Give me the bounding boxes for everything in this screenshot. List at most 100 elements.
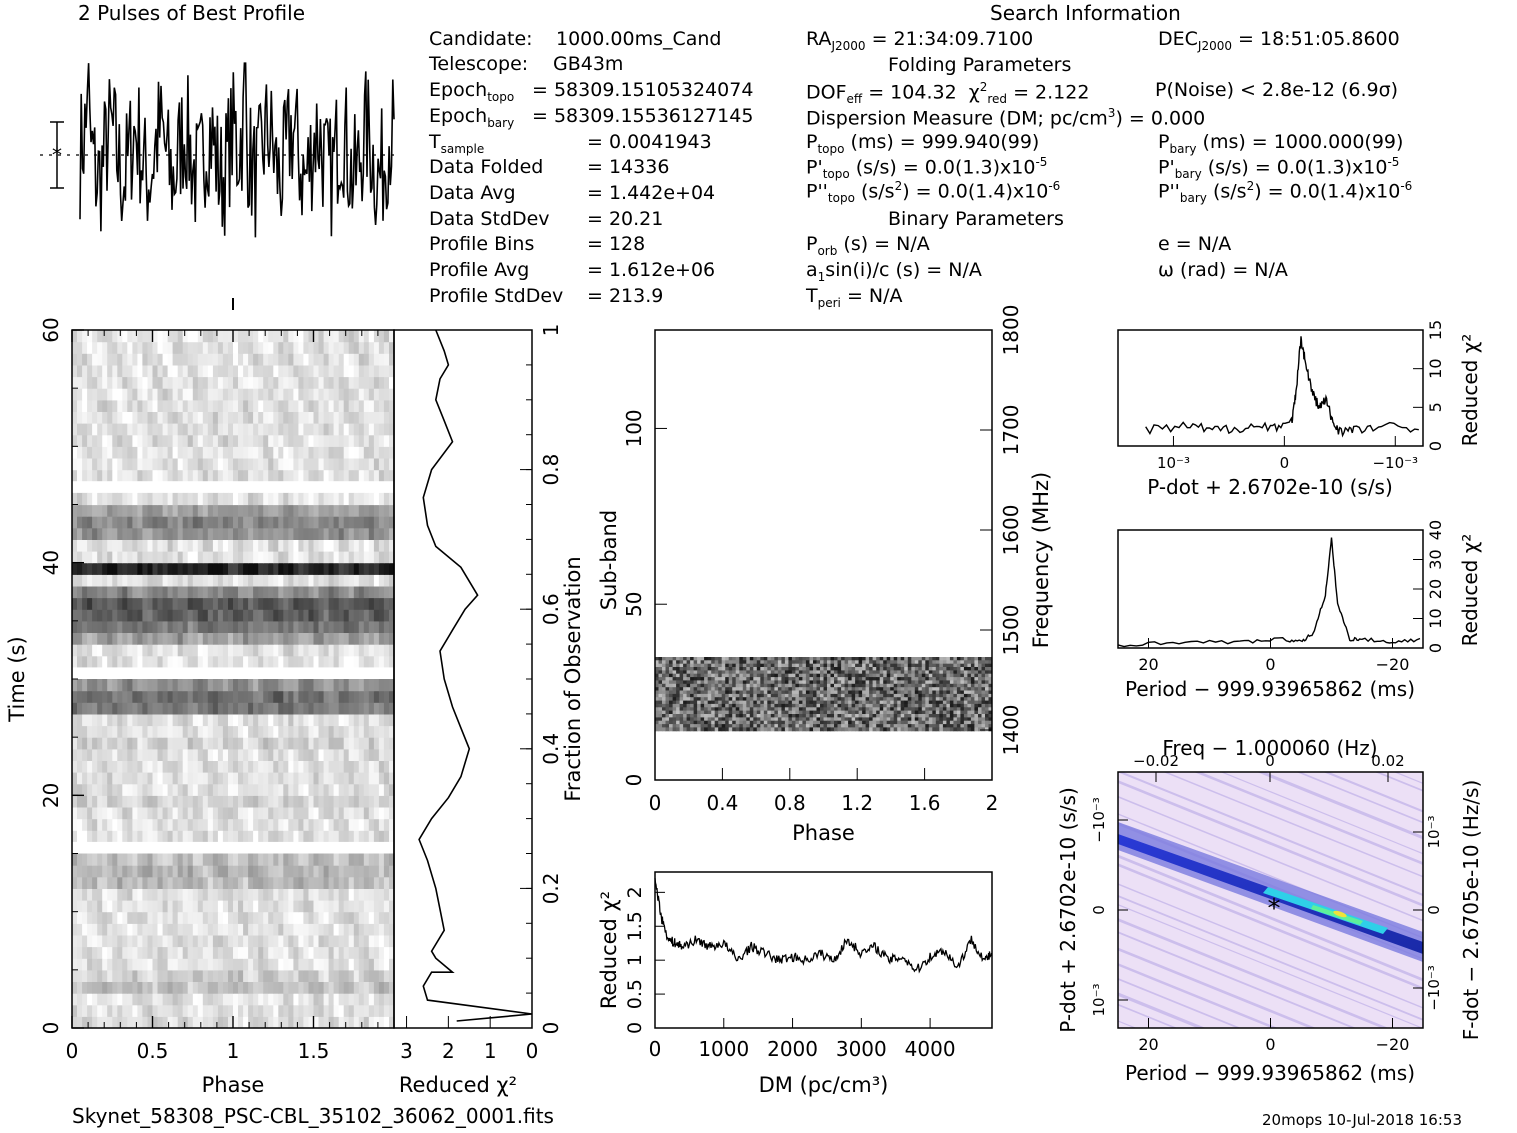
time-phase-cell [102, 772, 108, 785]
time-phase-cell [177, 539, 184, 552]
time-phase-cell [132, 434, 138, 447]
time-phase-cell [288, 876, 294, 889]
subband-cell [784, 690, 789, 695]
time-phase-cell [303, 748, 309, 761]
subband-cell [823, 660, 828, 665]
time-phase-cell [373, 388, 380, 401]
time-phase-cell [378, 783, 385, 796]
subband-cell [746, 657, 751, 661]
time-phase-cell [313, 423, 320, 436]
time-phase-cell [147, 551, 154, 564]
time-phase-cell [177, 353, 184, 366]
subband-cell [784, 680, 789, 685]
time-phase-cell [97, 527, 103, 540]
time-phase-cell [82, 469, 88, 482]
time-phase-cell [268, 679, 274, 692]
time-phase-cell [358, 423, 365, 436]
subband-cell [672, 683, 677, 688]
subband-cell [841, 680, 846, 685]
time-phase-cell [112, 748, 118, 761]
time-phase-cell [333, 993, 340, 1006]
time-phase-cell [343, 411, 350, 424]
subband-cell [904, 673, 909, 678]
time-phase-cell [383, 469, 390, 482]
time-phase-cell [77, 492, 83, 506]
time-phase-cell [72, 737, 78, 750]
time-phase-cell [172, 1016, 179, 1029]
time-phase-cell [127, 795, 133, 808]
time-phase-cell [258, 399, 264, 412]
time-phase-cell [238, 620, 244, 633]
time-phase-cell [348, 609, 355, 622]
time-phase-cell [348, 783, 355, 796]
time-phase-cell [268, 516, 274, 529]
time-phase-cell [152, 411, 159, 424]
time-phase-cell [107, 807, 113, 820]
time-phase-cell [217, 818, 224, 831]
subband-cell [728, 677, 733, 681]
time-phase-cell [182, 341, 189, 354]
subband-cell [777, 657, 782, 661]
time-phase-cell [228, 376, 234, 389]
subband-cell [672, 690, 677, 695]
time-phase-cell [157, 632, 164, 645]
time-phase-cell [177, 760, 184, 773]
time-phase-cell [273, 760, 279, 773]
subband-cell [872, 673, 877, 678]
subband-cell [770, 663, 775, 668]
subband-cell [791, 663, 796, 668]
time-phase-cell [147, 911, 154, 924]
time-phase-cell [353, 690, 360, 703]
subband-cell [834, 677, 838, 681]
time-phase-cell [92, 783, 98, 796]
time-phase-cell [308, 562, 315, 575]
time-phase-cell [72, 923, 78, 936]
subband-cell [865, 697, 870, 702]
time-phase-cell [127, 551, 133, 564]
time-phase-cell [238, 946, 244, 959]
time-phase-cell [323, 539, 330, 552]
time-phase-cell [333, 353, 340, 366]
subband-cell [900, 693, 905, 698]
time-phase-cell [92, 934, 98, 948]
time-phase-cell [102, 946, 108, 959]
time-phase-cell [328, 376, 335, 389]
time-phase-cell [192, 399, 199, 412]
subband-cell [735, 673, 740, 678]
time-phase-cell [288, 411, 294, 424]
time-phase-cell [82, 958, 88, 971]
time-phase-cell [137, 353, 143, 366]
time-phase-cell [338, 737, 345, 750]
time-phase-cell [87, 853, 93, 866]
time-phase-cell [147, 981, 154, 994]
time-phase-cell [82, 1016, 88, 1029]
time-phase-cell [283, 364, 289, 378]
time-phase-cell [72, 783, 78, 796]
time-phase-cell [177, 690, 184, 703]
time-phase-cell [353, 609, 360, 622]
time-phase-cell [167, 981, 174, 994]
time-phase-cell [187, 434, 194, 447]
time-phase-cell [389, 516, 395, 529]
time-phase-cell [268, 399, 274, 412]
subband-cell [858, 687, 863, 692]
time-phase-cell [177, 1004, 184, 1017]
time-phase-cell [212, 330, 219, 343]
time-phase-cell [233, 364, 239, 378]
time-phase-cell [258, 516, 264, 529]
time-phase-cell [283, 539, 289, 552]
time-phase-cell [373, 888, 380, 901]
subband-cell [858, 693, 863, 698]
subband-cell [721, 677, 726, 681]
time-phase-cell [102, 1016, 108, 1029]
subband-cell [665, 660, 670, 665]
time-phase-cell [288, 679, 294, 692]
time-phase-image [72, 330, 395, 1029]
time-phase-cell [228, 388, 234, 401]
time-phase-cell [92, 923, 98, 936]
time-phase-cell [363, 830, 370, 843]
time-phase-cell [217, 900, 224, 913]
time-phase-cell [97, 993, 103, 1006]
time-phase-cell [92, 423, 98, 436]
time-phase-cell [228, 539, 234, 552]
